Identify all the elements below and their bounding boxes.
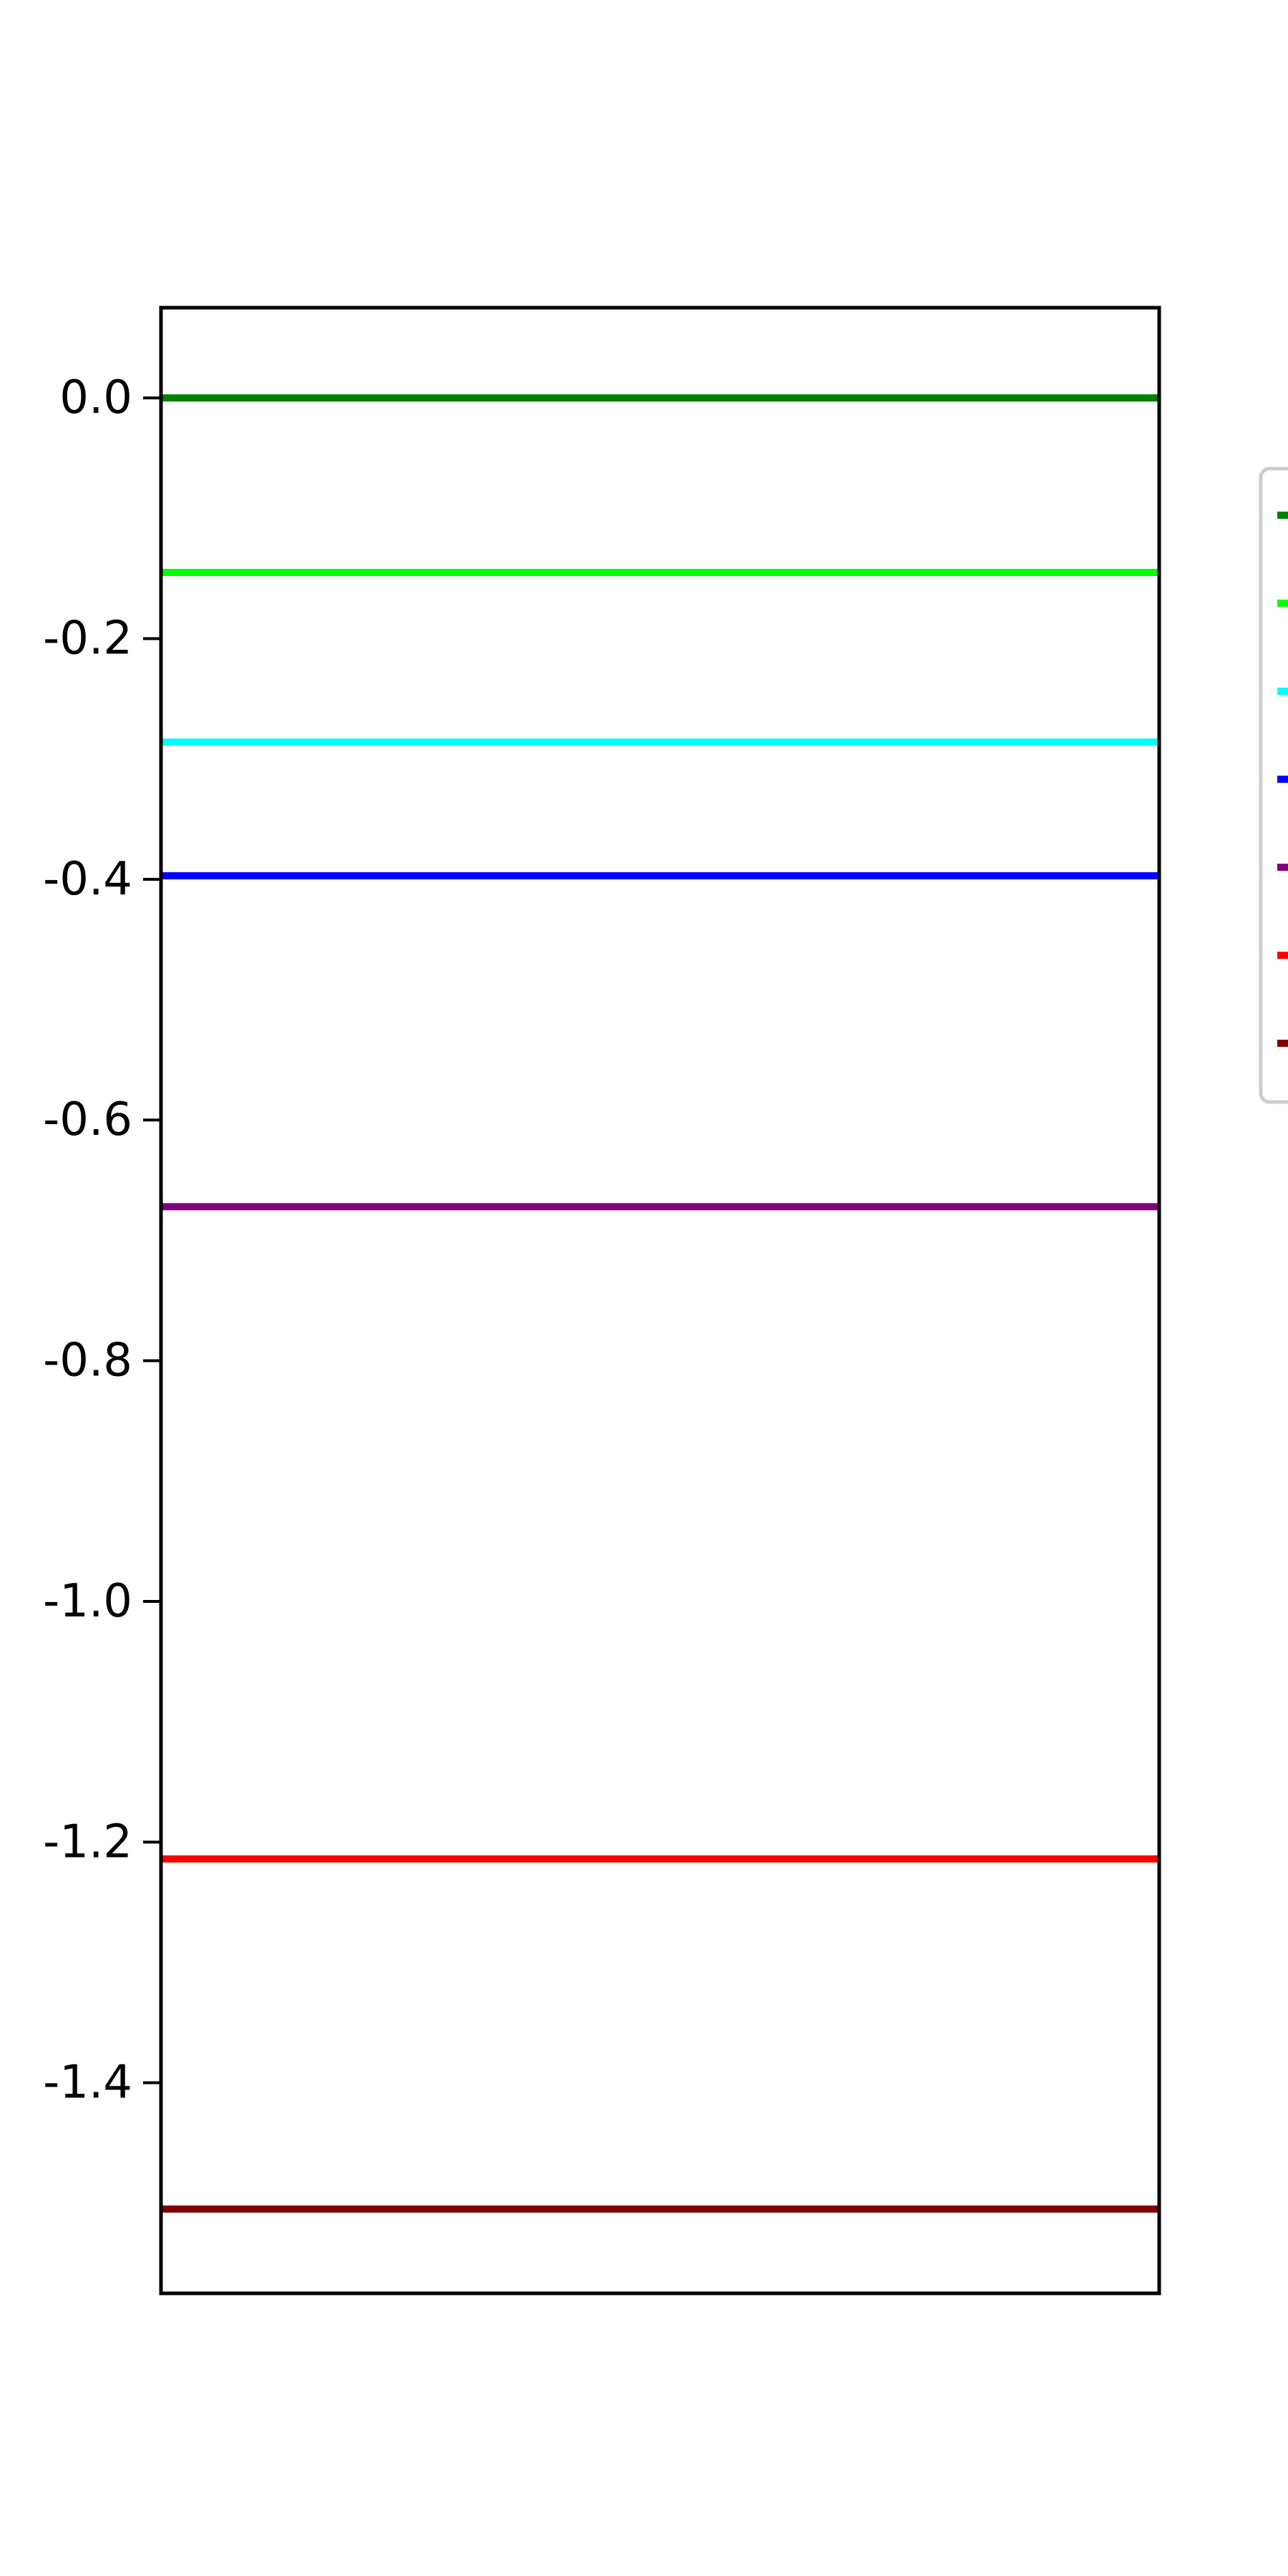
y-tick-label: -0.6 xyxy=(43,1093,132,1146)
y-tick-label: -0.4 xyxy=(43,853,132,906)
y-tick-label: -1.2 xyxy=(43,1815,132,1868)
series-layer xyxy=(161,394,1159,2213)
y-axis: 0.0 -0.2 -0.4 -0.6 -0.8 -1.0 -1.2 -1.4 xyxy=(43,371,161,2109)
y-tick-label: -0.8 xyxy=(43,1335,132,1387)
y-tick-label: 0.0 xyxy=(59,371,132,424)
y-tick-label: -0.2 xyxy=(43,613,132,665)
y-tick-label: -1.0 xyxy=(43,1575,132,1628)
y-tick-label: -1.4 xyxy=(43,2057,132,2109)
axes-frame xyxy=(159,306,1161,2296)
legend xyxy=(1259,467,1288,1104)
legend-box xyxy=(1259,467,1288,1104)
